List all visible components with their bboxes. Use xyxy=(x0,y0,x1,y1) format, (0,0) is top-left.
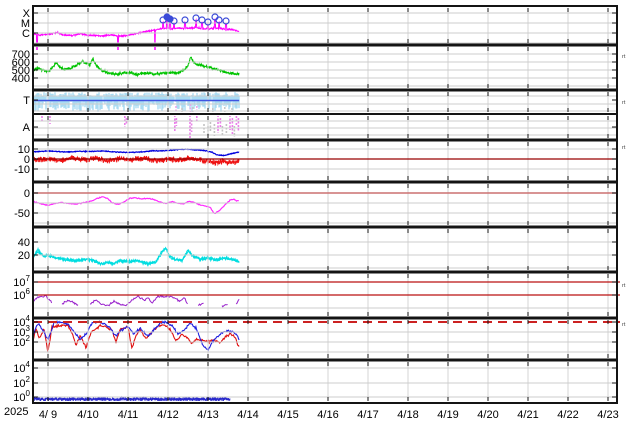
y-axis-label: 20 xyxy=(18,250,30,262)
panel-xmc-data xyxy=(34,18,240,43)
y-axis-label: A xyxy=(23,122,31,134)
x-axis-date-label: 4/14 xyxy=(237,409,258,421)
xray-flux-line xyxy=(34,18,240,43)
panel-400-700-data xyxy=(34,56,240,78)
x-axis-date-label: 4/20 xyxy=(477,409,498,421)
electron-flux-red xyxy=(34,323,240,353)
panel-xmc: XMC xyxy=(21,8,616,50)
proton-flux-line xyxy=(34,294,53,304)
x-axis-date-label: 4/18 xyxy=(397,409,418,421)
y-axis-label: 700 xyxy=(12,49,30,61)
y-axis-label: 0 xyxy=(24,154,30,166)
panel-1e6-1e7-data xyxy=(34,294,240,308)
x-axis-labels: 4/ 9 4/10 4/11 4/12 4/13 4/14 4/15 4/16 4/17 4/18… xyxy=(39,409,619,421)
proton-flux-line xyxy=(235,298,240,305)
proton-flux-line xyxy=(197,302,204,306)
x-axis-date-label: 4/12 xyxy=(157,409,178,421)
panel-pm10: 100-10 xyxy=(14,142,617,180)
panel-1e2-1e4-data xyxy=(34,320,240,353)
bt-line xyxy=(34,148,240,157)
density-line-a xyxy=(34,246,240,266)
panel-pm10-data xyxy=(34,148,240,167)
y-axis-label: 104 xyxy=(13,360,30,375)
x-axis-date-label: 4/15 xyxy=(277,409,298,421)
proton-flux-line xyxy=(61,299,79,307)
y-axis-label: 600 xyxy=(12,57,30,69)
y-axis-label: T xyxy=(23,95,30,107)
y-axis-label: 102 xyxy=(13,375,30,390)
y-axis-label: -50 xyxy=(14,208,30,220)
proton-flux-line xyxy=(89,294,188,307)
y-axis-label: 102 xyxy=(13,334,30,349)
y-axis-label: 106 xyxy=(13,287,30,302)
proton-flux-line xyxy=(221,304,228,308)
panel-0-m50: 0 -50 xyxy=(14,184,617,225)
right-edge-tiny-label: rt xyxy=(622,322,626,328)
panel-A: A xyxy=(23,116,616,138)
y-axis-label: 104 xyxy=(13,314,30,329)
density-line-b xyxy=(34,248,240,267)
solar-wind-speed-line xyxy=(34,56,240,78)
panel-borders xyxy=(32,5,618,404)
flare-event-circles xyxy=(159,13,230,26)
year-label: 2025 xyxy=(4,406,29,418)
x-axis-date-label: 4/16 xyxy=(317,409,338,421)
bottom-fuzz-line xyxy=(34,395,231,401)
y-axis-label: 400 xyxy=(12,73,30,85)
right-edge-tiny-label: rt xyxy=(622,100,626,106)
y-axis-label: 0 xyxy=(24,188,30,200)
x-axis-date-label: 4/ 9 xyxy=(39,409,57,421)
y-axis-label: X xyxy=(23,8,31,20)
right-edge-tiny-label: rt xyxy=(622,283,626,289)
x-axis-date-label: 4/19 xyxy=(437,409,458,421)
y-axis-label: 500 xyxy=(12,65,30,77)
y-axis-label: 100 xyxy=(13,389,30,404)
x-axis-date-label: 4/23 xyxy=(597,409,618,421)
y-axis-label: C xyxy=(22,28,30,40)
x-axis-date-label: 4/17 xyxy=(357,409,378,421)
panel-1e0-1e4-data xyxy=(34,395,231,401)
x-axis-date-label: 4/22 xyxy=(557,409,578,421)
y-axis-label: 10 xyxy=(18,144,30,156)
electron-flux-blue xyxy=(34,320,240,352)
x-axis-date-label: 4/13 xyxy=(197,409,218,421)
right-edge-tiny-label: rt xyxy=(622,145,626,151)
x-axis-date-label: 4/10 xyxy=(77,409,98,421)
panel-T: T xyxy=(23,92,616,112)
x-axis-date-label: 4/21 xyxy=(517,409,538,421)
panel-20-40-data xyxy=(34,246,240,267)
y-axis-label: 40 xyxy=(18,237,30,249)
y-axis-label: 107 xyxy=(13,274,30,289)
right-edge-tiny-label: rt xyxy=(622,54,626,60)
bz-line xyxy=(34,154,240,167)
y-axis-label: M xyxy=(21,18,30,30)
x-axis-date-label: 4/11 xyxy=(118,409,139,421)
y-axis-label: -10 xyxy=(14,164,30,176)
y-axis-label: 103 xyxy=(13,324,30,339)
right-edge-labels: rt rt rt rt rt xyxy=(622,54,626,328)
